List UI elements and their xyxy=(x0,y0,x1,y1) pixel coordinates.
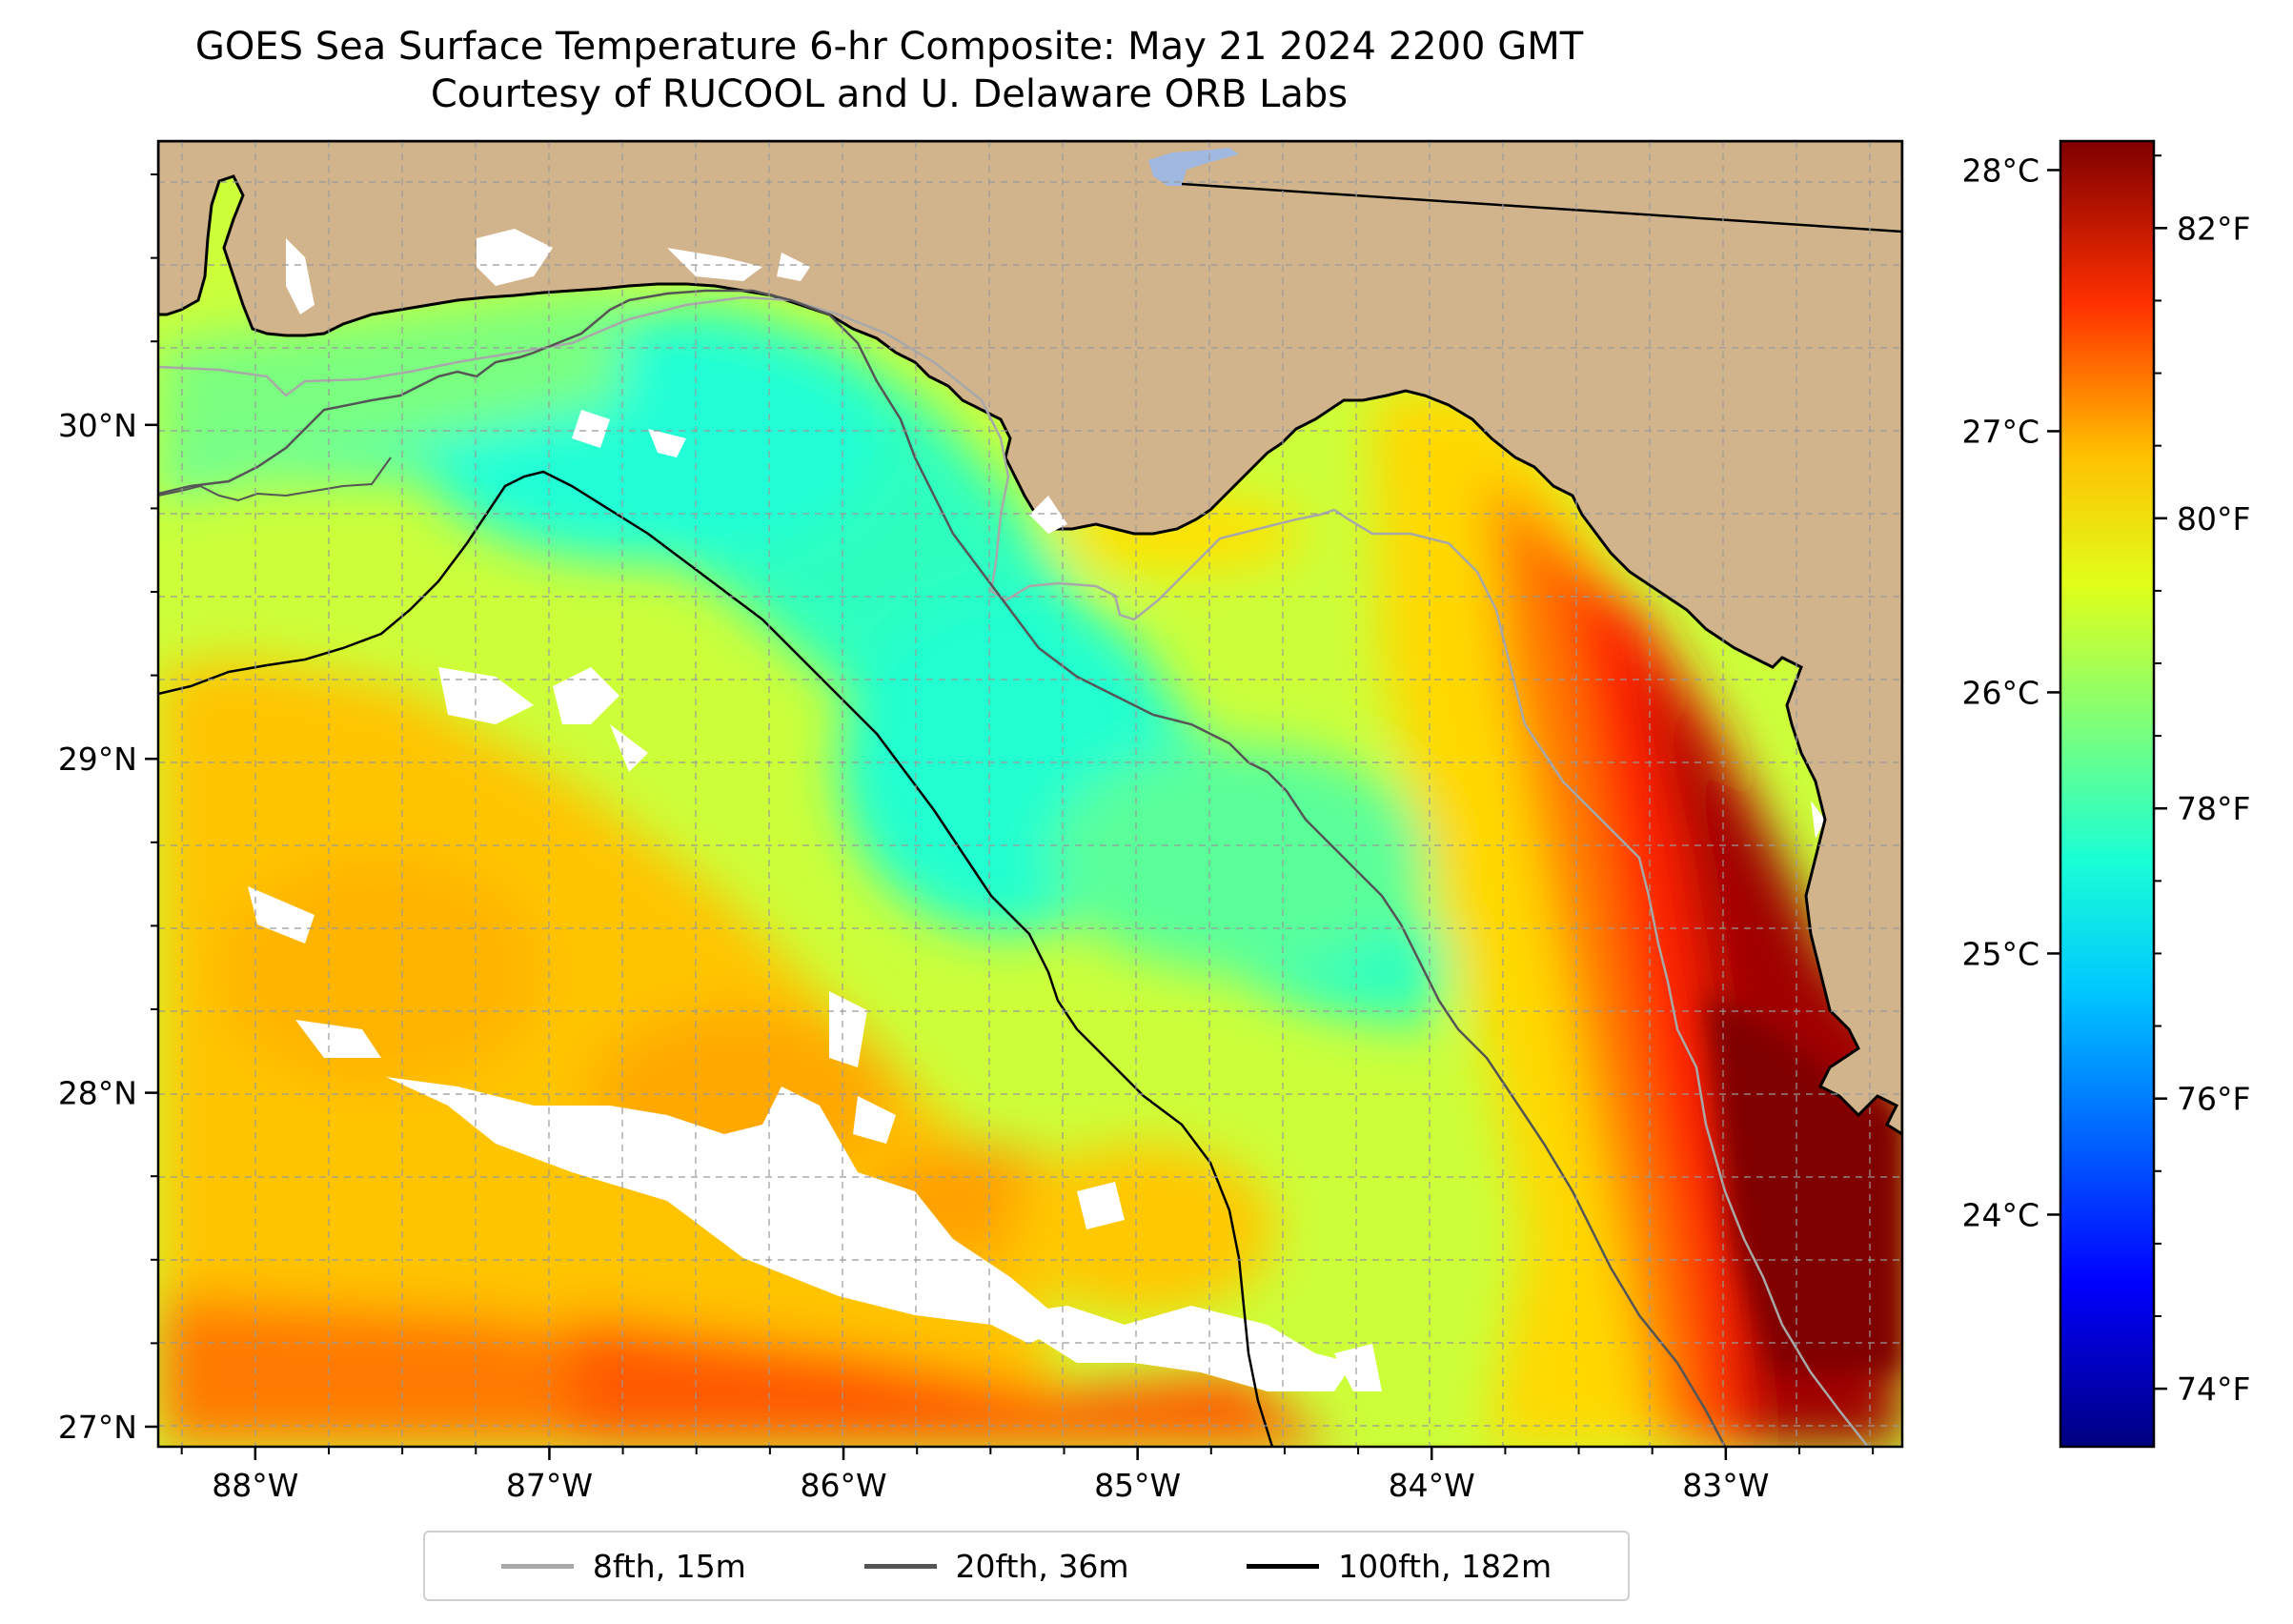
colorbar-f-label: 80°F xyxy=(2177,500,2250,538)
chart-title: GOES Sea Surface Temperature 6-hr Compos… xyxy=(0,23,1778,118)
isobath-182m xyxy=(158,470,1274,1447)
map-axis-ticks: 88°W 87°W 86°W 85°W 84°W 83°W 27°N 28°N 29°N 30°N xyxy=(58,173,1875,1504)
colorbar-f-label: 82°F xyxy=(2177,210,2250,247)
legend-swatch-36m xyxy=(863,1563,937,1569)
legend-label-36m: 20fth, 36m xyxy=(955,1547,1129,1585)
isobaths xyxy=(158,289,1869,1447)
colorbar-f-label: 78°F xyxy=(2177,790,2250,827)
isobath-legend: 8fth, 15m 20fth, 36m 100fth, 182m xyxy=(423,1531,1630,1601)
lon-tick-label: 88°W xyxy=(212,1467,298,1504)
no-data-cloud-regions xyxy=(248,410,1825,1391)
colorbar-c-label: 25°C xyxy=(1961,935,2039,972)
map-field xyxy=(158,141,1902,1447)
colorbar-c-label: 26°C xyxy=(1961,674,2039,711)
lon-tick-label: 86°W xyxy=(800,1467,886,1504)
coastal-nodata xyxy=(286,229,1067,534)
colorbar-f-label: 76°F xyxy=(2177,1081,2250,1118)
lon-tick-label: 83°W xyxy=(1682,1467,1769,1504)
state-border-line xyxy=(1181,182,1902,233)
colorbar-c-label: 27°C xyxy=(1961,413,2039,450)
lon-tick-label: 85°W xyxy=(1094,1467,1181,1504)
legend-label-15m: 8fth, 15m xyxy=(592,1547,746,1585)
legend-item-15m: 8fth, 15m xyxy=(500,1547,746,1585)
land-area xyxy=(158,141,1902,1136)
lon-tick-label: 84°W xyxy=(1389,1467,1475,1504)
legend-swatch-15m xyxy=(500,1563,574,1569)
lat-tick-label: 29°N xyxy=(58,741,137,778)
colorbar xyxy=(2059,139,2156,1449)
legend-swatch-182m xyxy=(1247,1563,1320,1569)
legend-item-182m: 100fth, 182m xyxy=(1247,1548,1552,1585)
lat-tick-label: 28°N xyxy=(58,1075,137,1112)
title-line-2: Courtesy of RUCOOL and U. Delaware ORB L… xyxy=(430,72,1349,116)
legend-item-36m: 20fth, 36m xyxy=(863,1547,1129,1585)
colorbar-c-label: 24°C xyxy=(1961,1196,2039,1233)
lake xyxy=(1148,148,1239,186)
map-gridlines xyxy=(158,141,1902,1447)
isobath-36m-coastal xyxy=(158,457,392,502)
title-line-1: GOES Sea Surface Temperature 6-hr Compos… xyxy=(194,25,1584,69)
sst-field-hotspot xyxy=(1706,991,1902,1372)
colorbar-c-label: 28°C xyxy=(1961,152,2039,189)
colorbar-f-label: 74°F xyxy=(2177,1370,2250,1408)
legend-label-182m: 100fth, 182m xyxy=(1338,1547,1552,1585)
lon-tick-label: 87°W xyxy=(506,1467,593,1504)
colorbar-ticks: 74°F 76°F 78°F 80°F 82°F 24°C 25°C 26°C 27°C 28°C xyxy=(1961,152,2250,1408)
isobath-36m xyxy=(158,289,1727,1447)
map-frame xyxy=(156,139,1904,1449)
lat-tick-label: 27°N xyxy=(58,1409,137,1446)
isobath-15m xyxy=(158,295,1869,1447)
lat-tick-label: 30°N xyxy=(58,407,137,444)
